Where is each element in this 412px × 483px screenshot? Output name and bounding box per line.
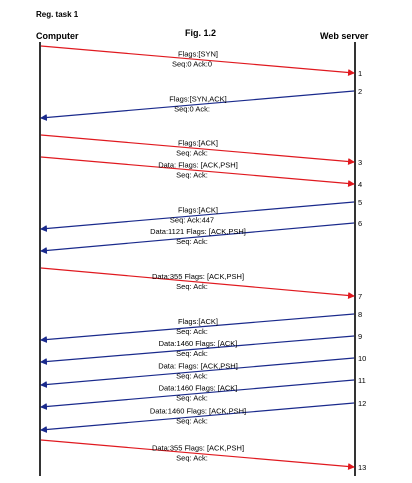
message-seq-ack-4: Seq: Ack: — [176, 171, 208, 180]
message-label-5: Flags:[ACK] — [178, 206, 218, 215]
message-label-2: Flags:[SYN,ACK] — [169, 95, 227, 104]
message-arrow-9 — [40, 335, 355, 365]
step-number-3: 3 — [358, 158, 362, 167]
message-label-4: Data: Flags: [ACK,PSH] — [158, 161, 238, 170]
step-number-4: 4 — [358, 180, 362, 189]
message-arrow-13 — [40, 439, 355, 470]
message-seq-ack-12: Seq: Ack: — [176, 417, 208, 426]
message-label-11: Data:1460 Flags: [ACK] — [159, 384, 238, 393]
step-number-10: 10 — [358, 354, 366, 363]
message-label-7: Data:355 Flags: [ACK,PSH] — [152, 272, 244, 281]
message-label-1: Flags:[SYN] — [178, 50, 218, 59]
message-seq-ack-1: Seq:0 Ack:0 — [172, 60, 212, 69]
web-server-label: Web server — [320, 31, 369, 41]
message-arrow-2 — [40, 90, 355, 121]
message-arrow-5 — [40, 201, 355, 232]
message-label-9: Data:1460 Flags: [ACK] — [159, 339, 238, 348]
step-number-1: 1 — [358, 69, 362, 78]
message-seq-ack-10: Seq: Ack: — [176, 372, 208, 381]
message-seq-ack-13: Seq: Ack: — [176, 454, 208, 463]
message-label-6: Data:1121 Flags: [ACK,PSH] — [150, 227, 246, 236]
step-number-2: 2 — [358, 87, 362, 96]
step-number-12: 12 — [358, 399, 366, 408]
message-arrow-11 — [40, 379, 355, 410]
step-number-9: 9 — [358, 332, 362, 341]
step-number-13: 13 — [358, 463, 366, 472]
step-number-11: 11 — [358, 376, 366, 385]
message-seq-ack-7: Seq: Ack: — [176, 282, 208, 291]
message-arrow-6 — [40, 222, 355, 254]
step-number-7: 7 — [358, 292, 362, 301]
message-arrow-1 — [40, 45, 355, 76]
message-seq-ack-3: Seq: Ack: — [176, 149, 208, 158]
message-arrow-10 — [40, 357, 355, 388]
message-seq-ack-5: Seq: Ack:447 — [170, 216, 214, 225]
message-label-3: Flags:[ACK] — [178, 139, 218, 148]
message-arrow-8 — [40, 313, 355, 343]
message-label-8: Flags:[ACK] — [178, 317, 218, 326]
message-label-12: Data:1460 Flags: [ACK,PSH] — [150, 407, 246, 416]
message-label-13: Data:355 Flags: [ACK,PSH] — [152, 444, 244, 453]
message-arrow-3 — [40, 134, 355, 165]
message-arrow-4 — [40, 156, 355, 187]
message-seq-ack-8: Seq: Ack: — [176, 327, 208, 336]
message-seq-ack-11: Seq: Ack: — [176, 394, 208, 403]
message-seq-ack-2: Seq:0 Ack: — [174, 105, 210, 114]
step-number-6: 6 — [358, 219, 362, 228]
step-number-5: 5 — [358, 198, 362, 207]
figure-caption: Fig. 1.2 — [185, 28, 217, 38]
message-seq-ack-9: Seq: Ack: — [176, 349, 208, 358]
message-arrow-7 — [40, 267, 355, 299]
task-title: Reg. task 1 — [36, 10, 79, 19]
computer-label: Computer — [36, 31, 79, 41]
step-number-8: 8 — [358, 310, 362, 319]
message-seq-ack-6: Seq: Ack: — [176, 237, 208, 246]
message-arrow-12 — [40, 402, 355, 433]
message-label-10: Data: Flags: [ACK,PSH] — [158, 362, 238, 371]
